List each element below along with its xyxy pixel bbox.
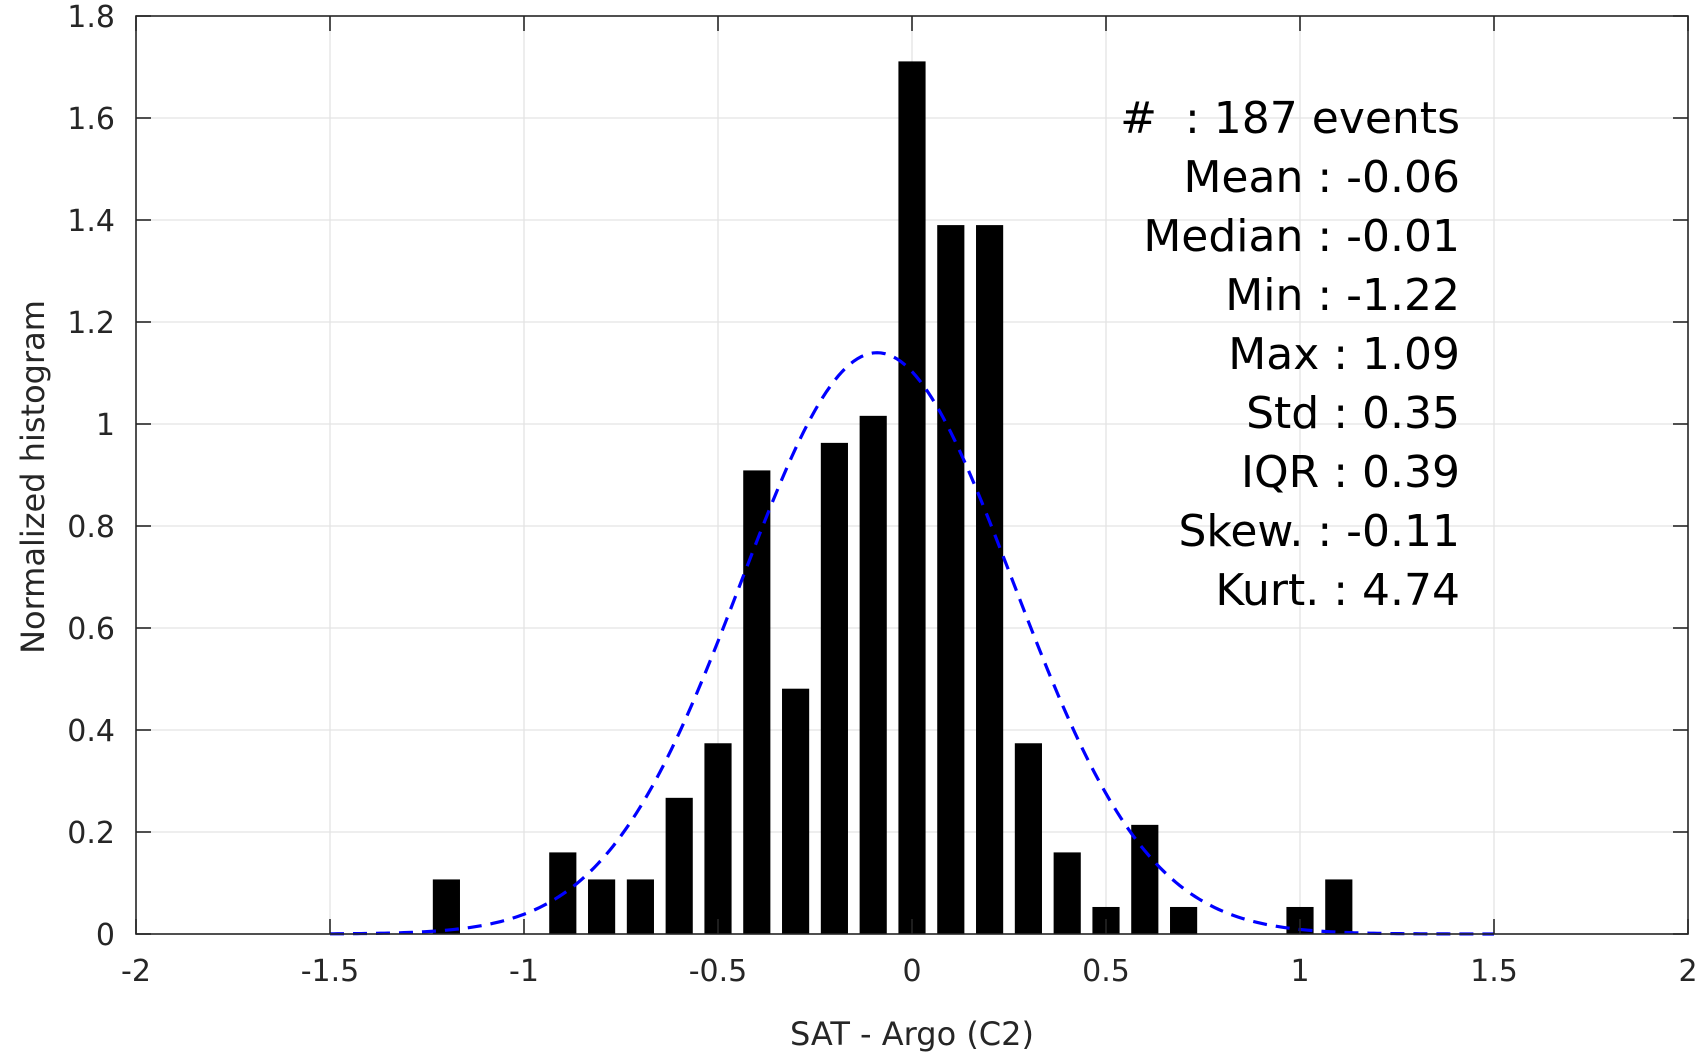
histogram-bar	[782, 688, 810, 934]
histogram-bar	[1014, 743, 1042, 934]
histogram-bar	[898, 61, 926, 934]
y-tick-label: 0	[96, 918, 115, 953]
histogram-bar	[937, 225, 965, 935]
histogram-bars	[432, 61, 1353, 935]
stat-line: Min : -1.22	[1225, 270, 1460, 321]
x-tick-label: -1	[509, 954, 539, 989]
stat-line: Skew. : -0.11	[1179, 506, 1461, 557]
x-tick-label: -2	[121, 954, 151, 989]
axis-ticks	[135, 15, 1689, 935]
x-axis-label: SAT - Argo (C2)	[790, 1015, 1034, 1053]
stat-line: Std : 0.35	[1246, 388, 1460, 439]
y-tick-label: 1.6	[67, 102, 115, 137]
histogram-bar	[1131, 824, 1159, 934]
histogram-bar	[432, 879, 460, 934]
y-tick-label: 1	[96, 408, 115, 443]
histogram-bar	[626, 879, 654, 934]
y-tick-label: 0.2	[67, 816, 115, 851]
y-tick-label: 0.6	[67, 612, 115, 647]
x-tick-label: -1.5	[301, 954, 360, 989]
y-tick-label: 1.4	[67, 204, 115, 239]
y-axis-label: Normalized histogram	[14, 300, 52, 654]
histogram-bar	[976, 225, 1004, 935]
x-tick-labels: -2 -1.5 -1 -0.5 0 0.5 1 1.5 2	[121, 954, 1698, 989]
x-tick-label: 2	[1678, 954, 1697, 989]
y-tick-label: 1.8	[67, 0, 115, 35]
stat-line: # : 187 events	[1120, 93, 1460, 144]
histogram-bar	[1053, 852, 1081, 934]
histogram-bar	[588, 879, 616, 934]
x-tick-label: 0	[902, 954, 921, 989]
x-tick-label: -0.5	[689, 954, 748, 989]
histogram-bar	[665, 797, 693, 934]
x-tick-label: 1	[1290, 954, 1309, 989]
stat-line: Kurt. : 4.74	[1215, 565, 1460, 616]
y-tick-label: 0.4	[67, 714, 115, 749]
histogram-bar	[859, 415, 887, 935]
x-tick-label: 0.5	[1082, 954, 1130, 989]
y-tick-label: 0.8	[67, 510, 115, 545]
y-tick-label: 1.2	[67, 306, 115, 341]
statistics-annotation: # : 187 events Mean : -0.06 Median : -0.01…	[1120, 93, 1460, 616]
x-tick-label: 1.5	[1470, 954, 1518, 989]
stat-line: Max : 1.09	[1228, 329, 1460, 380]
histogram-bar	[1325, 879, 1353, 934]
stat-line: Mean : -0.06	[1183, 152, 1460, 203]
histogram-bar	[820, 442, 848, 934]
histogram-bar	[743, 470, 771, 934]
histogram-bar	[704, 743, 732, 934]
y-tick-labels: 0 0.2 0.4 0.6 0.8 1 1.2 1.4 1.6 1.8	[67, 0, 115, 953]
histogram-bar	[1170, 906, 1198, 934]
stat-line: Median : -0.01	[1143, 211, 1460, 262]
stat-line: IQR : 0.39	[1241, 447, 1460, 498]
